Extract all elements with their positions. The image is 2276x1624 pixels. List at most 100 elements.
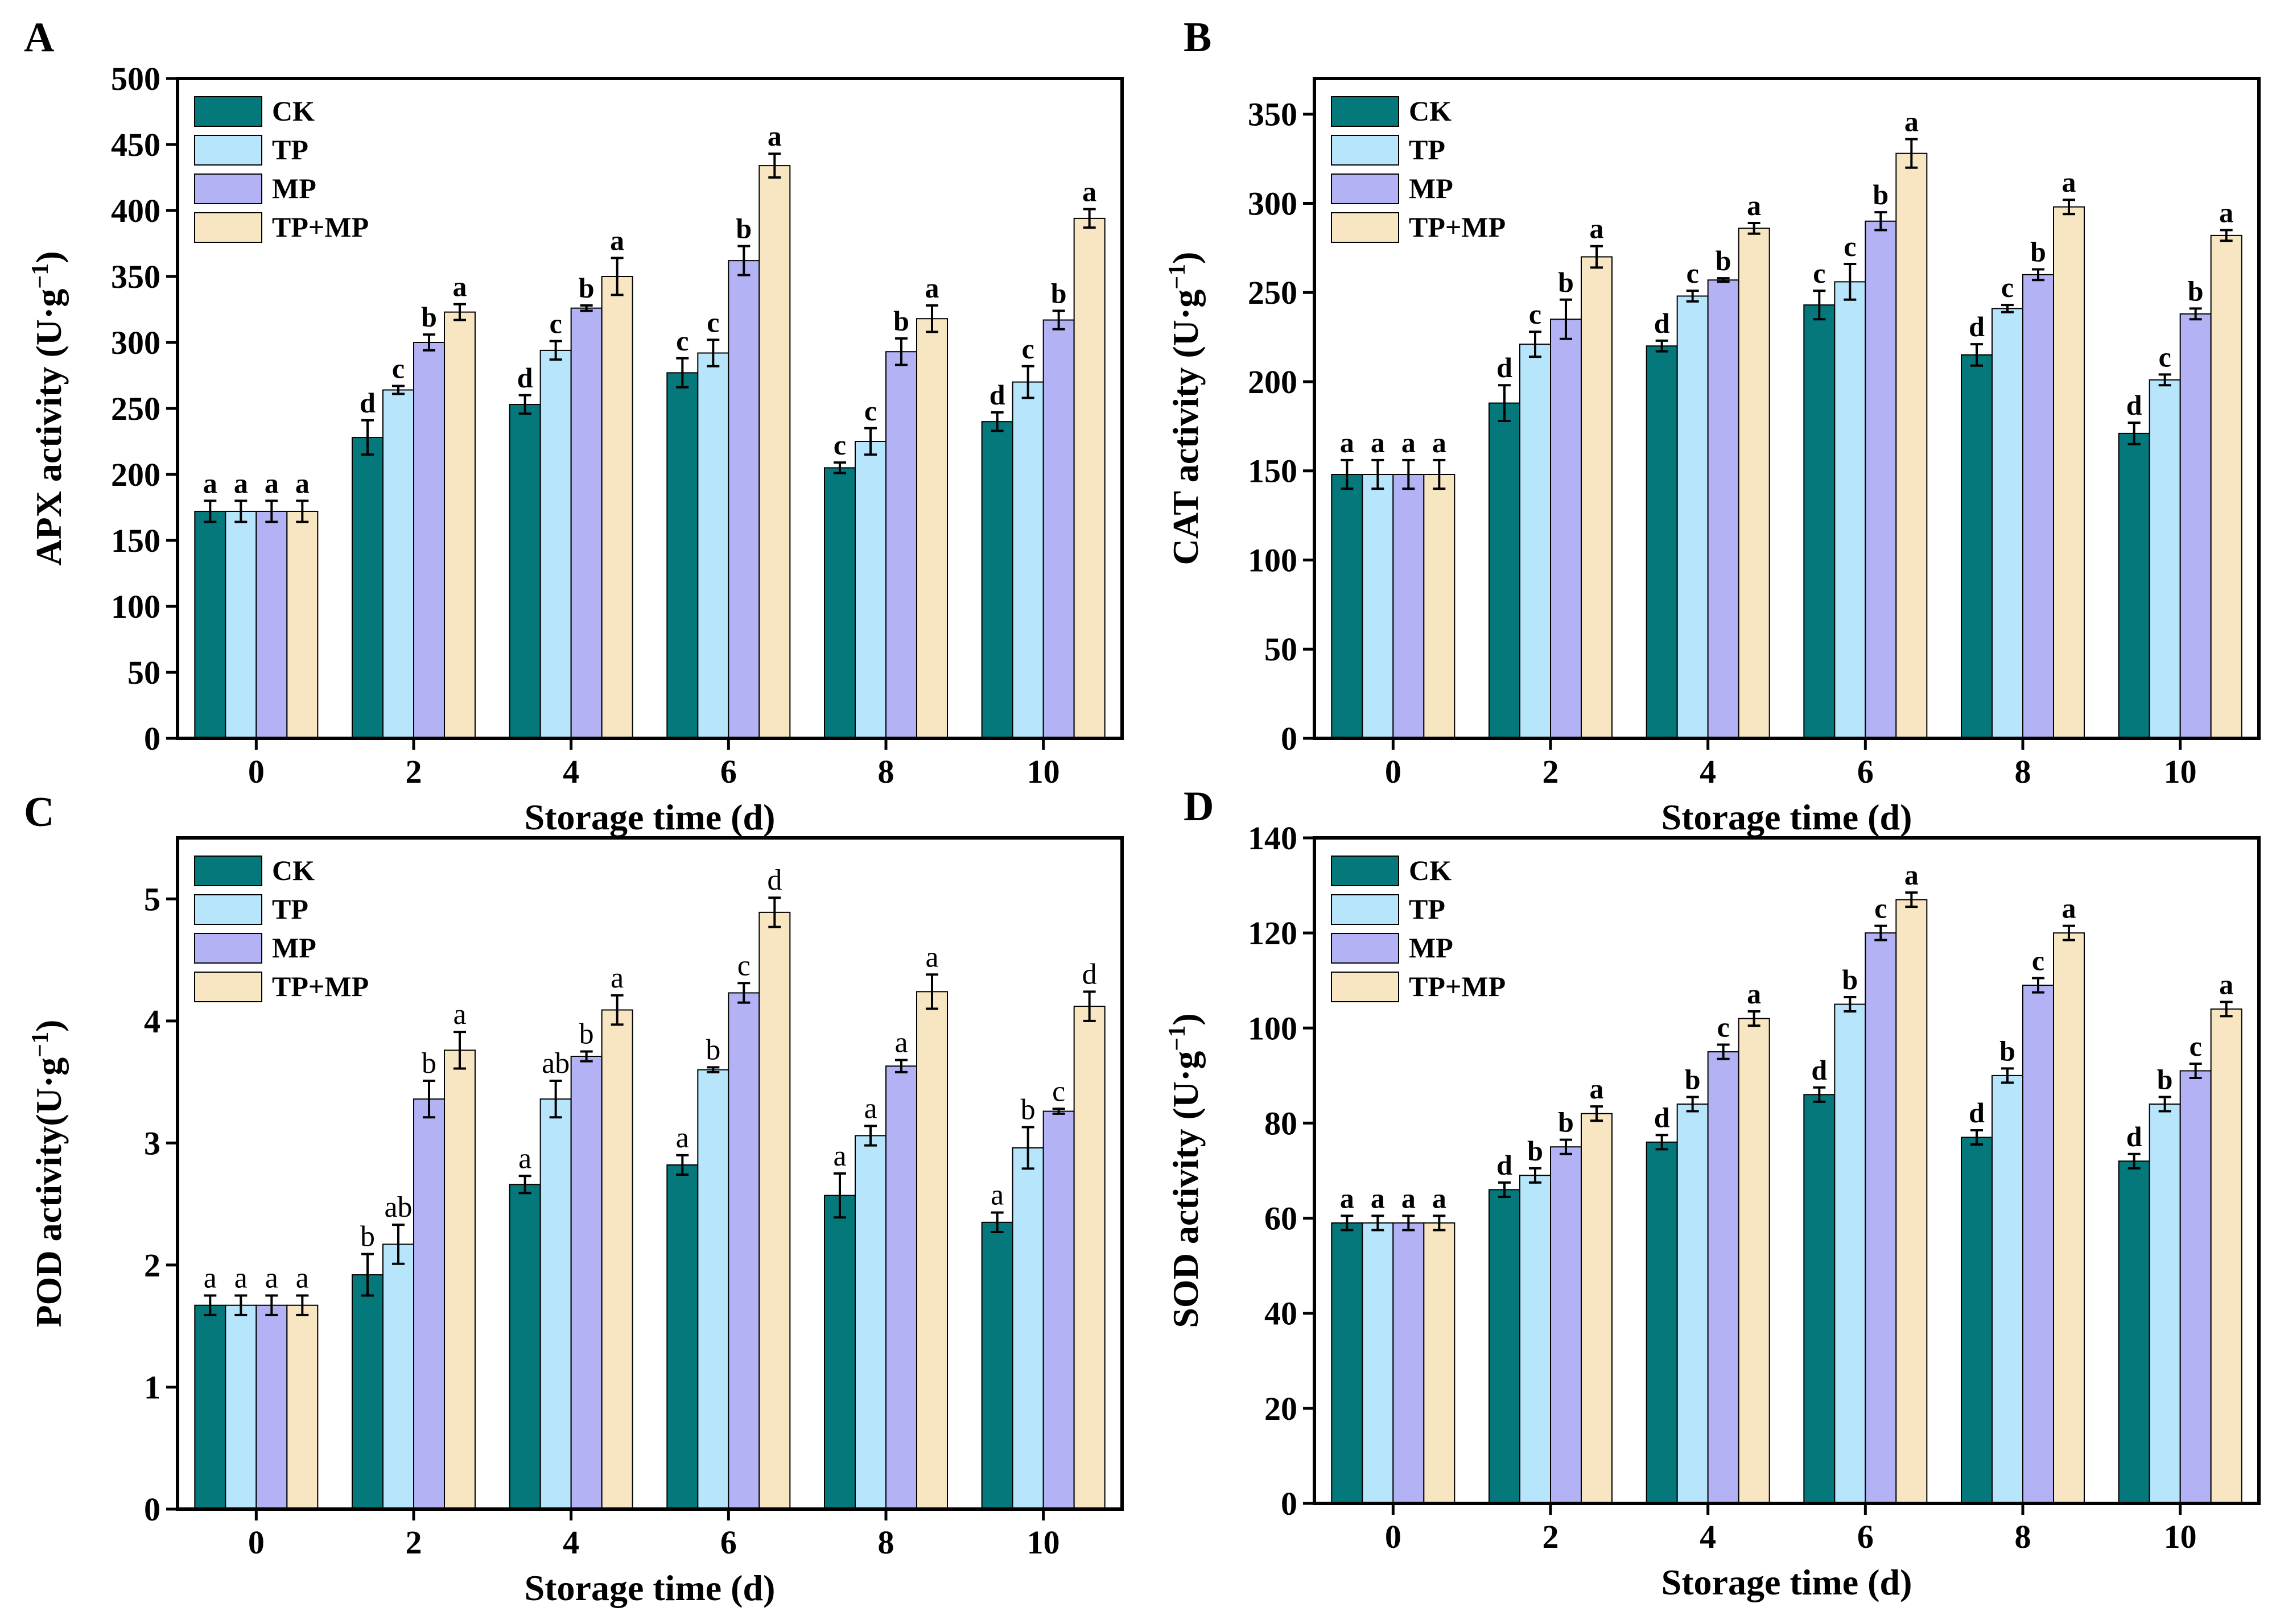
x-tick-label: 2 — [1543, 1518, 1559, 1555]
y-tick-label: 0 — [144, 1491, 160, 1528]
y-tick-label: 80 — [1264, 1105, 1297, 1142]
significance-letter: b — [706, 1034, 720, 1066]
bar — [1834, 281, 1866, 739]
bar — [1581, 1113, 1613, 1504]
legend-swatch — [194, 212, 262, 243]
significance-letter: a — [864, 1092, 877, 1125]
significance-letter: c — [2159, 341, 2171, 373]
legend-label: MP — [272, 932, 316, 964]
bar — [352, 437, 384, 739]
x-axis-title: Storage time (d) — [525, 797, 776, 837]
significance-letter: c — [676, 325, 688, 357]
y-tick-label: 200 — [111, 456, 160, 493]
bar — [758, 911, 791, 1510]
x-tick-label: 0 — [1385, 1518, 1401, 1555]
bar — [2149, 379, 2181, 739]
y-tick-label: 500 — [111, 60, 160, 97]
significance-letter: ab — [384, 1191, 412, 1224]
significance-letter: c — [707, 306, 719, 338]
x-tick-label: 10 — [1027, 753, 1060, 790]
bar — [1646, 1141, 1678, 1505]
significance-letter: b — [1999, 1035, 2015, 1067]
y-axis-title-close: ) — [1165, 252, 1206, 264]
y-tick-label: 60 — [1264, 1200, 1297, 1237]
significance-letter: b — [360, 1221, 375, 1253]
bar — [1362, 1222, 1394, 1504]
bar — [1073, 217, 1106, 739]
bar — [255, 1304, 288, 1510]
y-tick-label: 250 — [1248, 274, 1297, 311]
significance-letter: d — [1969, 1097, 1985, 1129]
bar — [2022, 274, 2054, 739]
significance-letter: c — [1844, 230, 1856, 262]
significance-letter: a — [1904, 859, 1919, 891]
bar — [413, 1098, 445, 1510]
y-tick-label: 40 — [1264, 1295, 1297, 1332]
legend-label: CK — [272, 95, 315, 127]
significance-letter: a — [1590, 1073, 1604, 1105]
panel-letter-d: D — [1184, 783, 1214, 830]
bar — [1362, 474, 1394, 739]
significance-letter: a — [894, 1026, 908, 1059]
bar — [916, 991, 948, 1510]
bar — [1423, 1222, 1456, 1504]
bar — [1331, 1222, 1363, 1504]
bar — [697, 1069, 729, 1510]
x-tick-label: 0 — [248, 1524, 265, 1561]
y-tick-label: 5 — [144, 881, 160, 918]
legend-label: CK — [272, 854, 315, 886]
bar — [2053, 932, 2085, 1504]
bar — [1961, 1137, 1993, 1504]
bar — [413, 342, 445, 739]
legend-swatch — [1331, 173, 1399, 204]
x-tick-label: 4 — [1700, 753, 1716, 790]
significance-letter: a — [204, 1262, 217, 1295]
legend-label: CK — [1409, 95, 1452, 127]
bar — [885, 1065, 917, 1510]
bar — [1042, 319, 1075, 739]
significance-letter: c — [2032, 945, 2044, 977]
significance-letter: d — [1811, 1054, 1827, 1086]
y-tick-label: 150 — [1248, 453, 1297, 490]
significance-letter: c — [1874, 892, 1887, 924]
y-axis-title-superscript: −1 — [1164, 264, 1190, 290]
significance-letter: a — [1747, 978, 1761, 1010]
x-axis-title: Storage time (d) — [525, 1568, 776, 1608]
significance-letter: a — [1371, 427, 1385, 458]
significance-letter: a — [611, 962, 624, 994]
significance-letter: a — [991, 1179, 1004, 1212]
bar — [570, 1056, 603, 1510]
bar — [855, 1135, 887, 1510]
significance-letter: ab — [542, 1047, 570, 1080]
significance-letter: d — [989, 379, 1005, 411]
bar — [2210, 1008, 2242, 1505]
significance-letter: d — [1496, 352, 1512, 383]
bar — [601, 1009, 633, 1510]
legend-label: TP+MP — [1409, 211, 1506, 243]
legend-b: CK TP MP TP+MP — [1331, 95, 1506, 243]
significance-letter: d — [1969, 311, 1985, 342]
legend-label: TP — [272, 134, 308, 166]
bar — [1991, 1075, 2023, 1505]
significance-letter: c — [1813, 257, 1825, 289]
x-tick-label: 10 — [2164, 753, 2197, 790]
y-tick-label: 300 — [1248, 185, 1297, 222]
legend-swatch — [194, 173, 262, 204]
bar — [1550, 1146, 1582, 1504]
significance-letter: b — [1558, 1106, 1574, 1138]
significance-letter: b — [1527, 1135, 1543, 1167]
panel-letter-b: B — [1184, 14, 1211, 61]
legend-label: TP — [1409, 893, 1445, 925]
legend-swatch — [1331, 135, 1399, 166]
bar — [824, 467, 856, 739]
significance-letter: b — [2030, 235, 2046, 267]
legend-label: MP — [1409, 172, 1453, 204]
legend-swatch — [194, 894, 262, 925]
x-tick-label: 4 — [563, 1524, 579, 1561]
y-tick-label: 300 — [111, 324, 160, 361]
bar — [601, 276, 633, 739]
significance-letter: c — [392, 353, 405, 385]
bar — [225, 510, 257, 739]
